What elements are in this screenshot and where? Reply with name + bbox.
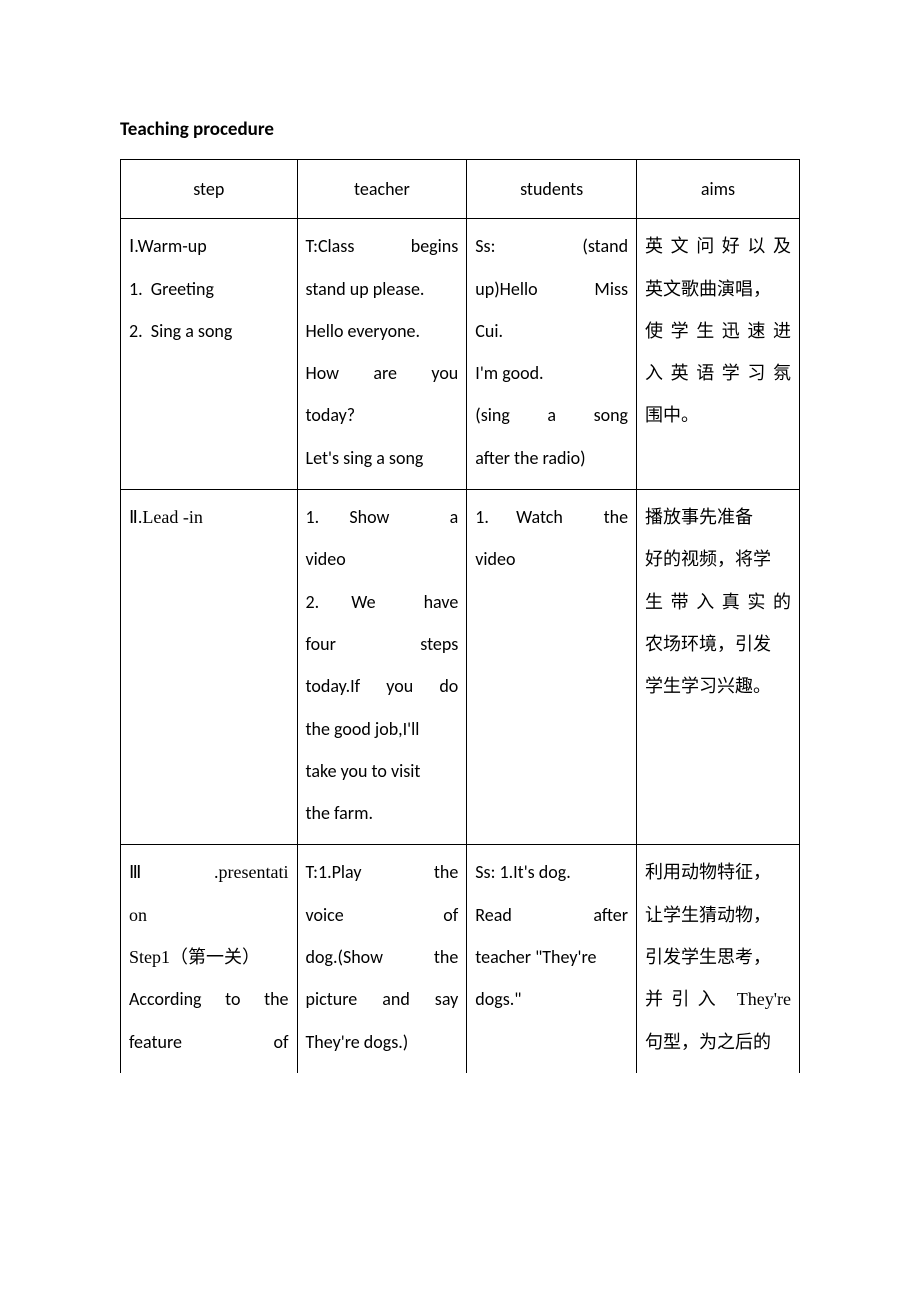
- cell-aims: 英文问好以及英文歌曲演唱，使学生迅速进入英语学习氛围中。: [637, 219, 800, 490]
- table-header-row: step teacher students aims: [121, 160, 800, 219]
- document-page: Teaching procedure step teacher students…: [0, 0, 920, 1302]
- cell-students: 1. Watch thevideo: [467, 490, 637, 845]
- cell-step: Ⅲ.presentationStep1（第一关）According to the…: [121, 845, 298, 1073]
- cell-aims: 利用动物特征，让学生猜动物，引发学生思考，并引入 They're句型，为之后的: [637, 845, 800, 1073]
- section-heading: Teaching procedure: [120, 118, 800, 141]
- cell-students: Ss: (standup)Hello MissCui.I'm good.(sin…: [467, 219, 637, 490]
- teaching-procedure-table: step teacher students aims Ⅰ.Warm-up1. G…: [120, 159, 800, 1073]
- header-aims: aims: [637, 160, 800, 219]
- cell-students: Ss: 1.It's dog.Read afterteacher "They'r…: [467, 845, 637, 1073]
- cell-teacher: T:Class beginsstand up please.Hello ever…: [297, 219, 467, 490]
- header-step: step: [121, 160, 298, 219]
- cell-step: Ⅱ.Lead -in: [121, 490, 298, 845]
- cell-aims: 播放事先准备好的视频，将学生带入真实的农场环境，引发学生学习兴趣。: [637, 490, 800, 845]
- table-row: Ⅰ.Warm-up1. Greeting2. Sing a song T:Cla…: [121, 219, 800, 490]
- table-row: Ⅱ.Lead -in 1. Show avideo2. We havefour …: [121, 490, 800, 845]
- cell-teacher: 1. Show avideo2. We havefour stepstoday.…: [297, 490, 467, 845]
- cell-step: Ⅰ.Warm-up1. Greeting2. Sing a song: [121, 219, 298, 490]
- header-students: students: [467, 160, 637, 219]
- table-row: Ⅲ.presentationStep1（第一关）According to the…: [121, 845, 800, 1073]
- cell-teacher: T:1.Play thevoice ofdog.(Show thepicture…: [297, 845, 467, 1073]
- header-teacher: teacher: [297, 160, 467, 219]
